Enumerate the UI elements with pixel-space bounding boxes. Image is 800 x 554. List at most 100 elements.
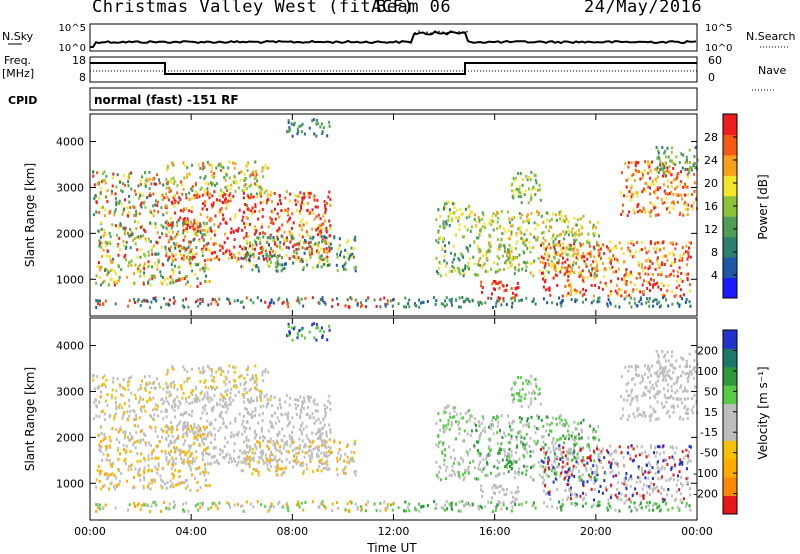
velocity-cell (276, 466, 279, 469)
velocity-cell (536, 442, 539, 446)
velocity-cell (238, 412, 241, 416)
velocity-cell (220, 415, 222, 418)
power-cell (657, 155, 660, 159)
power-cell (183, 176, 186, 180)
power-cell (582, 242, 584, 246)
power-cell (277, 202, 279, 206)
velocity-cell (281, 427, 284, 431)
velocity-cell (269, 440, 272, 444)
velocity-cell (665, 479, 668, 482)
velocity-cell (654, 471, 657, 475)
power-cell (301, 257, 304, 261)
power-cell (324, 302, 327, 306)
velocity-cell (182, 435, 185, 439)
velocity-cell (207, 386, 210, 390)
velocity-cell (648, 485, 651, 489)
velocity-cell (256, 399, 259, 403)
velocity-cell (114, 428, 117, 432)
velocity-cell (333, 439, 336, 443)
velocity-cell (103, 432, 106, 436)
power-cell (481, 217, 484, 221)
velocity-cell (115, 389, 118, 393)
power-cell (647, 272, 650, 276)
power-cell (480, 227, 482, 231)
power-cell (592, 299, 595, 303)
power-cell (160, 280, 163, 284)
power-cell (269, 236, 272, 240)
power-cell (242, 215, 245, 219)
power-cell (121, 190, 124, 193)
velocity-cell (201, 397, 204, 401)
power-cell (670, 262, 673, 266)
velocity-cell (205, 425, 208, 429)
power-cell (98, 276, 101, 279)
velocity-cell (547, 475, 550, 478)
power-cell (529, 271, 532, 275)
velocity-cell (207, 452, 209, 456)
velocity-cell (595, 473, 598, 477)
power-cell (477, 245, 479, 249)
power-cell (638, 300, 641, 304)
power-cell (185, 247, 188, 251)
power-cell (312, 118, 315, 122)
velocity-cell (443, 458, 446, 462)
power-cell (602, 243, 605, 247)
velocity-cell (286, 443, 289, 447)
velocity-cell (108, 487, 110, 491)
power-cell (678, 160, 681, 164)
power-cell (171, 268, 174, 272)
power-cell (300, 204, 302, 208)
velocity-cell (127, 468, 130, 472)
velocity-cell (453, 409, 456, 413)
power-cell (165, 186, 168, 190)
power-cell (269, 193, 272, 197)
power-cell (206, 230, 209, 234)
velocity-cell (490, 471, 492, 475)
velocity-cell (247, 439, 250, 442)
power-cell (365, 299, 368, 303)
power-cell (547, 258, 549, 261)
power-cell (273, 191, 276, 195)
power-cell (571, 248, 574, 252)
velocity-cell (350, 450, 353, 454)
power-cell (674, 259, 677, 263)
velocity-cell (524, 443, 526, 447)
power-cell (535, 181, 538, 185)
velocity-cell (245, 408, 248, 411)
power-cell (169, 275, 172, 279)
power-cell (384, 304, 387, 308)
velocity-cell (508, 457, 511, 461)
power-cell (546, 218, 549, 222)
power-cell (191, 269, 194, 273)
velocity-cell (613, 450, 616, 453)
power-cell (657, 241, 659, 245)
power-cell (109, 235, 112, 239)
velocity-cell (531, 465, 534, 469)
power-cell (674, 163, 677, 167)
power-cell (101, 172, 104, 176)
power-cell (573, 216, 576, 220)
power-cell (453, 202, 456, 206)
power-cell (133, 237, 136, 240)
velocity-cell (533, 439, 536, 443)
power-cell (205, 208, 208, 211)
velocity-cell (225, 410, 228, 414)
power-cell (642, 293, 645, 296)
velocity-cell (266, 440, 269, 444)
power-cell (166, 182, 169, 186)
power-cell (628, 190, 631, 194)
velocity-cell (270, 421, 273, 425)
power-cell (329, 204, 332, 207)
power-cell (95, 210, 98, 214)
velocity-cell (560, 451, 563, 455)
power-cell (211, 205, 214, 209)
power-cell (205, 243, 208, 247)
velocity-cell (301, 450, 304, 454)
power-cell (196, 263, 199, 267)
power-cell (653, 206, 656, 210)
velocity-cell (326, 455, 329, 459)
power-cell (147, 281, 150, 285)
power-cell (627, 165, 630, 169)
velocity-cell (458, 462, 461, 466)
velocity-cell (247, 450, 250, 454)
